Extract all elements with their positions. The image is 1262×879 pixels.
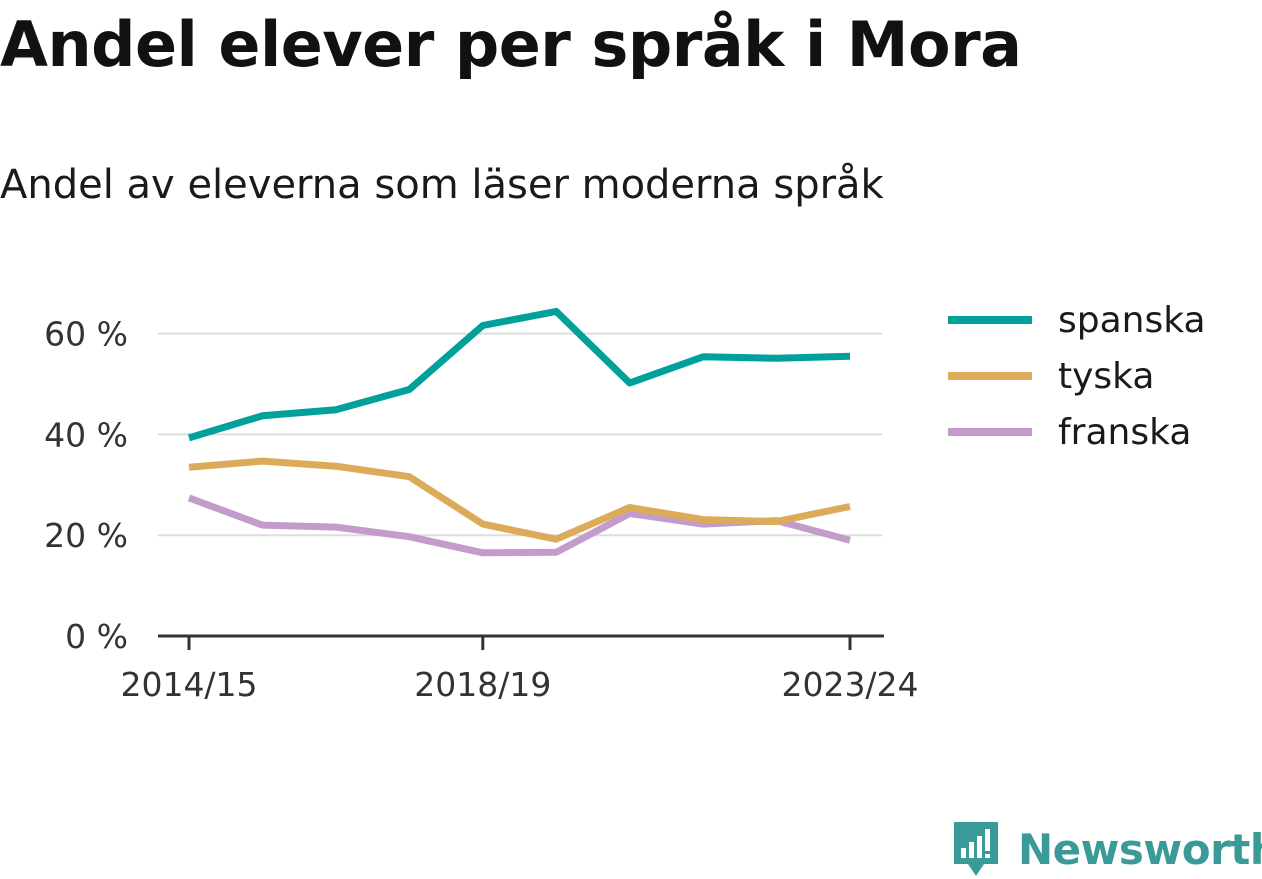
series-line-tyska xyxy=(188,457,851,543)
y-tick-label: 60 % xyxy=(44,315,128,354)
legend: spanska tyska franska xyxy=(948,300,1206,453)
y-axis-tick-labels: 0 % 20 % 40 % 60 % xyxy=(44,315,128,656)
x-tick-label: 2023/24 xyxy=(781,665,918,704)
chart-subtitle: Andel av eleverna som läser moderna språ… xyxy=(0,162,884,208)
chart-title: Andel elever per språk i Mora xyxy=(0,8,1022,81)
y-tick-label: 20 % xyxy=(44,516,128,555)
brand-name: Newsworthy xyxy=(1018,824,1262,874)
x-axis-ticks: 2014/15 2018/19 2023/24 xyxy=(120,636,919,704)
x-tick-label: 2014/15 xyxy=(120,665,257,704)
legend-label-tyska: tyska xyxy=(1058,356,1154,397)
y-tick-label: 0 % xyxy=(65,617,128,656)
legend-label-franska: franska xyxy=(1058,412,1191,453)
series-line-spanska xyxy=(187,307,851,442)
newsworthy-logo-icon xyxy=(954,822,998,876)
legend-label-spanska: spanska xyxy=(1058,300,1206,341)
gridlines xyxy=(158,332,882,537)
series-line-franska xyxy=(187,494,851,557)
series-lines xyxy=(187,307,851,557)
x-tick-label: 2018/19 xyxy=(414,665,551,704)
brand-logo: Newsworthy xyxy=(952,820,1262,878)
y-tick-label: 40 % xyxy=(44,415,128,454)
